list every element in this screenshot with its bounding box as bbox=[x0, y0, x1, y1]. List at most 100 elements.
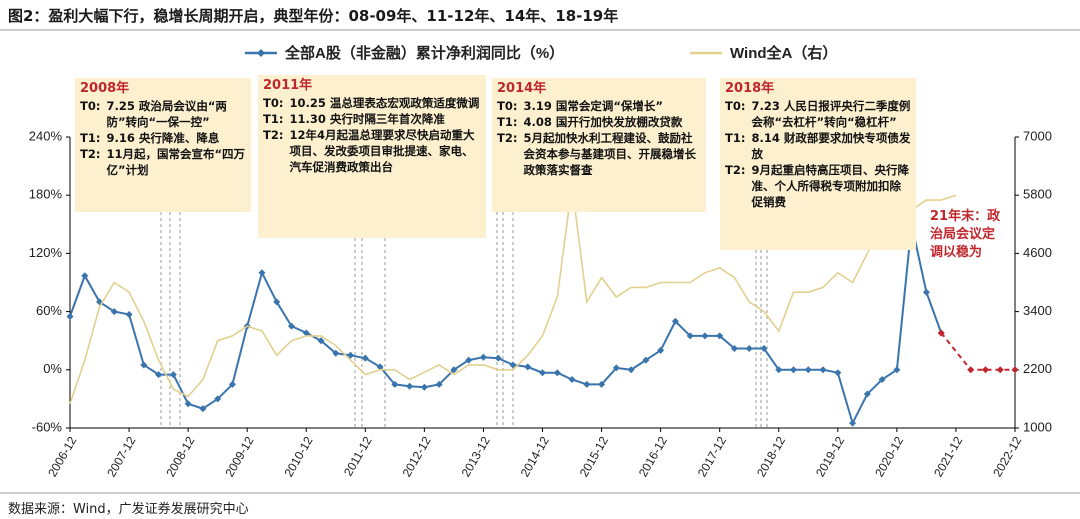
annotation-item: T0: 3.19 国常会定调“保增长” bbox=[497, 98, 701, 114]
point bbox=[110, 308, 118, 316]
annotation-box: 2008年 T0: 7.25 政治局会议由“两防”转向“一保一控” T1: 9.16 央… bbox=[75, 78, 251, 212]
point bbox=[435, 380, 443, 388]
x-tick-label: 2011-12 bbox=[341, 434, 375, 479]
point bbox=[66, 312, 74, 320]
point bbox=[1011, 366, 1019, 374]
x-tick-label: 2021-12 bbox=[931, 434, 965, 479]
point bbox=[169, 371, 177, 379]
annotation-text: 7.23 人民日报评央行二季度例会称“去杠杆”转向“稳杠杆” bbox=[751, 99, 911, 129]
annotation-box: 2014年 T0: 3.19 国常会定调“保增长” T1: 4.08 国开行加快发放棚改… bbox=[492, 78, 706, 212]
x-tick-label: 2012-12 bbox=[400, 434, 434, 479]
annotation-box: 2018年 T0: 7.23 人民日报评央行二季度例会称“去杠杆”转向“稳杠杆” T1… bbox=[720, 78, 916, 250]
point bbox=[849, 419, 857, 427]
annotation-label: T2: bbox=[497, 131, 518, 145]
point bbox=[140, 361, 148, 369]
point bbox=[775, 366, 783, 374]
point bbox=[361, 354, 369, 362]
point bbox=[317, 337, 325, 345]
point bbox=[922, 288, 930, 296]
point bbox=[583, 380, 591, 388]
annotation-label: T1: bbox=[725, 131, 746, 145]
point bbox=[598, 380, 606, 388]
y2-tick-label: 4600 bbox=[1023, 245, 1052, 260]
point bbox=[406, 382, 414, 390]
annotation-item: T1: 8.14 财政部要求加快专项债发放 bbox=[725, 130, 911, 162]
annotation-label: T1: bbox=[263, 112, 284, 126]
annotation-text: 12年4月起温总理要求尽快启动重大项目、发改委项目审批提速、家电、汽车促消费政策… bbox=[289, 128, 475, 174]
annotation-item: T2: 12年4月起温总理要求尽快启动重大项目、发改委项目审批提速、家电、汽车促消… bbox=[263, 127, 481, 175]
point bbox=[465, 356, 473, 364]
point bbox=[258, 269, 266, 277]
annotation-text: 3.19 国常会定调“保增长” bbox=[523, 99, 663, 113]
point bbox=[228, 380, 236, 388]
point bbox=[539, 369, 546, 377]
annotation-text: 4.08 国开行加快发放棚改贷款 bbox=[523, 115, 683, 129]
annotation-label: T0: bbox=[80, 99, 101, 113]
legend-label: 全部A股（非金融）累计净利润同比（%） bbox=[284, 44, 564, 62]
annotation-item: T0: 7.23 人民日报评央行二季度例会称“去杠杆”转向“稳杠杆” bbox=[725, 98, 911, 130]
point bbox=[450, 366, 458, 374]
annotation-item: T2: 5月起加快水利工程建设、鼓励社会资本参与基建项目、开展稳增长政策落实督查 bbox=[497, 130, 701, 178]
point bbox=[199, 405, 207, 413]
point bbox=[125, 311, 133, 319]
annotation-title: 2011年 bbox=[263, 78, 313, 93]
point bbox=[81, 272, 89, 280]
point bbox=[686, 332, 694, 340]
annotation-label: T2: bbox=[80, 147, 101, 161]
annotation-text: 11.30 央行时隔三年首次降准 bbox=[289, 112, 445, 126]
x-tick-label: 2019-12 bbox=[813, 434, 847, 479]
chart-title: 图2：盈利大幅下行，稳增长周期开启，典型年份：08-09年、11-12年、14年… bbox=[8, 7, 619, 25]
point bbox=[287, 322, 295, 330]
annotation-text: 9.16 央行降准、降息 bbox=[106, 131, 220, 145]
y2-tick-label: 5800 bbox=[1023, 187, 1052, 202]
event-lines bbox=[160, 212, 768, 428]
annotation-label: T1: bbox=[80, 131, 101, 145]
annotation-label: T0: bbox=[725, 99, 746, 113]
point bbox=[937, 329, 945, 337]
x-tick-label: 2017-12 bbox=[695, 434, 729, 479]
annotation-box: 2011年 T0: 10.25 温总理表态宏观政策适度微调 T1: 11.30 央行时隔… bbox=[258, 75, 486, 238]
point bbox=[155, 371, 163, 379]
annotation-item: T2: 11月起，国常会宣布“四万亿”计划 bbox=[80, 146, 246, 178]
annotation-title: 2008年 bbox=[80, 81, 130, 96]
series-line bbox=[69, 224, 943, 426]
point bbox=[479, 353, 487, 361]
y-tick-label: 180% bbox=[29, 187, 63, 202]
x-tick-label: 2007-12 bbox=[104, 434, 138, 479]
annotation-text: 11月起，国常会宣布“四万亿”计划 bbox=[106, 147, 246, 177]
point bbox=[642, 356, 650, 364]
point bbox=[804, 366, 812, 374]
point bbox=[524, 363, 532, 371]
point bbox=[701, 332, 709, 340]
point bbox=[863, 390, 871, 398]
point bbox=[302, 329, 310, 337]
point bbox=[671, 317, 679, 325]
y-tick-label: 0% bbox=[43, 361, 62, 376]
point bbox=[553, 369, 561, 377]
point bbox=[494, 354, 502, 362]
point bbox=[273, 298, 281, 306]
point bbox=[745, 344, 753, 352]
series-line bbox=[940, 332, 1015, 371]
annotation-item: T0: 7.25 政治局会议由“两防”转向“一保一控” bbox=[80, 98, 246, 130]
point bbox=[420, 383, 428, 391]
point bbox=[332, 349, 340, 357]
note: 21年末：政治局会议定调以稳为 bbox=[930, 209, 1001, 260]
annotation-label: T2: bbox=[725, 163, 746, 177]
point bbox=[819, 366, 827, 374]
annotation-text: 10.25 温总理表态宏观政策适度微调 bbox=[289, 96, 480, 110]
annotation-title: 2014年 bbox=[497, 81, 547, 96]
annotation-label: T1: bbox=[497, 115, 518, 129]
point bbox=[184, 400, 192, 408]
annotation-item: T1: 11.30 央行时隔三年首次降准 bbox=[263, 111, 481, 127]
point bbox=[893, 366, 901, 374]
x-tick-label: 2008-12 bbox=[163, 434, 197, 479]
annotation-text: 8.14 财政部要求加快专项债发放 bbox=[751, 131, 911, 161]
point bbox=[996, 366, 1004, 374]
x-tick-label: 2014-12 bbox=[518, 434, 552, 479]
x-tick-label: 2016-12 bbox=[636, 434, 670, 479]
point bbox=[612, 364, 620, 372]
annotation-label: T2: bbox=[263, 128, 284, 142]
y2-tick-label: 7000 bbox=[1023, 128, 1052, 143]
